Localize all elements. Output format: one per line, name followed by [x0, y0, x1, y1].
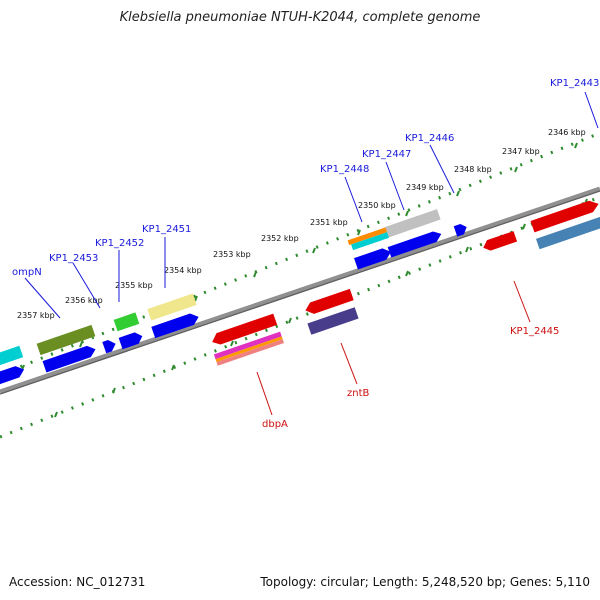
kbp-label: 2350 kbp [358, 201, 396, 210]
gene-feature-blue [0, 366, 25, 387]
gene-label-top: KP1_2447 [362, 149, 411, 160]
gene-label-bottom: zntB [347, 388, 370, 399]
gene-feature-blue [354, 248, 391, 270]
gene-feature-darkslateblue [307, 307, 359, 335]
gene-feature-cyan [0, 345, 24, 368]
gene-feature-red [305, 288, 354, 314]
kbp-label: 2356 kbp [65, 296, 103, 305]
gene-label-top: KP1_2448 [320, 164, 369, 175]
upper-gene-features [0, 200, 600, 387]
genome-backbone [0, 186, 600, 395]
kbp-label: 2348 kbp [454, 165, 492, 174]
gene-feature-red [530, 200, 599, 233]
genome-summary-text: Topology: circular; Length: 5,248,520 bp… [260, 575, 590, 589]
gene-feature-khaki [147, 293, 197, 321]
upper-leader-lines [24, 91, 599, 319]
gene-label-top: KP1_2443 [550, 78, 599, 89]
gene-feature-magenta [213, 331, 282, 360]
kbp-label: 2346 kbp [548, 128, 586, 137]
gene-feature-blue [42, 345, 96, 373]
upper-dotted-track [0, 131, 600, 377]
gene-label-top: KP1_2453 [49, 253, 98, 264]
gene-feature-blue [151, 313, 199, 339]
gene-feature-orange [215, 336, 283, 362]
gene-label-top: KP1_2446 [405, 133, 454, 144]
kbp-label: 2351 kbp [310, 218, 348, 227]
gene-feature-blue [387, 231, 442, 258]
upper-major-ticks [21, 142, 578, 371]
gene-feature-green [113, 312, 140, 332]
kbp-label: 2355 kbp [115, 281, 153, 290]
gene-label-bottom: dbpA [262, 419, 288, 430]
genome-title: Klebsiella pneumoniae NTUH-K2044, comple… [119, 10, 481, 25]
gene-feature-blue-small [102, 340, 116, 354]
kbp-label: 2353 kbp [213, 250, 251, 259]
genome-backbone-shadow [0, 190, 600, 395]
lower-gene-features [212, 231, 518, 366]
gene-feature-cyan [351, 232, 389, 251]
gene-feature-blue [118, 332, 143, 350]
gene-label-top: KP1_2451 [142, 224, 191, 235]
kbp-label: 2357 kbp [17, 311, 55, 320]
gene-feature-steelblue [535, 216, 600, 250]
gene-feature-orange [347, 227, 388, 246]
gene-feature-silver [385, 209, 441, 238]
kbp-label: 2347 kbp [502, 147, 540, 156]
gene-feature-olive [36, 324, 96, 356]
gene-label-bottom: KP1_2445 [510, 326, 559, 337]
kbp-label: 2349 kbp [406, 183, 444, 192]
gene-label-top: KP1_2452 [95, 238, 144, 249]
gene-feature-red [212, 313, 278, 345]
accession-text: Accession: NC_012731 [9, 575, 146, 589]
gene-feature-red [483, 231, 518, 251]
lower-leader-lines [256, 280, 531, 416]
gene-feature-pink [216, 339, 284, 366]
gene-label-top: ompN [12, 267, 42, 278]
gene-feature-blue-small [453, 223, 467, 237]
kbp-label: 2352 kbp [261, 234, 299, 243]
kbp-label: 2354 kbp [164, 266, 202, 275]
